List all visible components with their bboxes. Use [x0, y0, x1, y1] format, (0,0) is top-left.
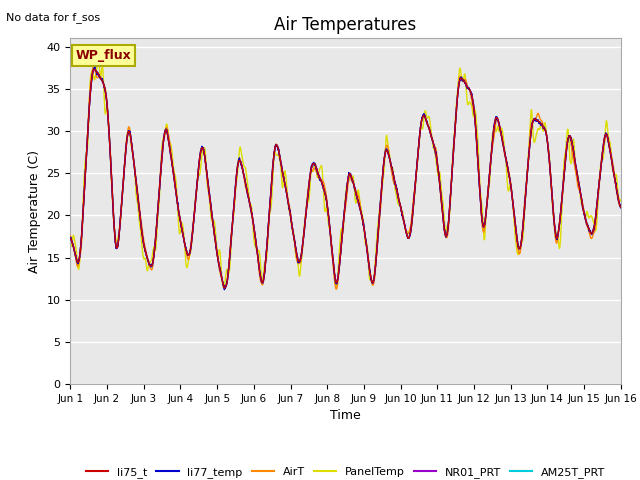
Title: Air Temperatures: Air Temperatures [275, 16, 417, 34]
Legend: li75_t, li77_temp, AirT, PanelTemp, NR01_PRT, AM25T_PRT: li75_t, li77_temp, AirT, PanelTemp, NR01… [81, 462, 610, 480]
Y-axis label: Air Temperature (C): Air Temperature (C) [28, 150, 41, 273]
Text: No data for f_sos: No data for f_sos [6, 12, 100, 23]
Text: WP_flux: WP_flux [76, 49, 132, 62]
X-axis label: Time: Time [330, 409, 361, 422]
